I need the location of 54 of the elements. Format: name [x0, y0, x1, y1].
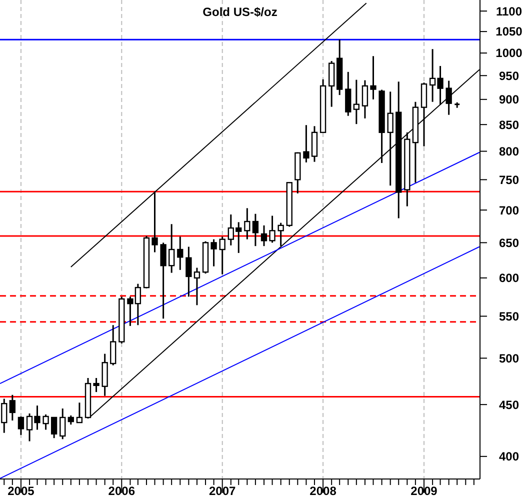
candlestick	[311, 125, 318, 163]
candlestick	[110, 324, 116, 366]
candlestick	[345, 71, 352, 117]
candlestick	[76, 402, 83, 424]
candlestick	[244, 207, 250, 240]
candlestick	[186, 246, 192, 298]
candlestick	[446, 80, 452, 116]
y-tick-label: 750	[498, 172, 520, 187]
text: Gold US-$/oz	[202, 5, 278, 19]
y-tick-label: 400	[498, 450, 520, 464]
y-tick-label: 1100	[496, 4, 522, 18]
candlestick	[328, 60, 335, 108]
candlestick	[252, 213, 259, 247]
candlestick	[370, 55, 376, 100]
candlestick	[152, 190, 158, 254]
candlestick	[93, 377, 100, 393]
candlestick	[278, 222, 284, 247]
candlestick	[9, 394, 16, 422]
candlestick	[68, 414, 74, 426]
y-tick-label: 1050	[496, 24, 523, 39]
candlestick	[420, 82, 428, 148]
y-tick-label: 650	[498, 236, 520, 250]
candlestick	[177, 236, 184, 271]
candlestick	[353, 79, 360, 125]
y-tick-label: 700	[498, 203, 520, 218]
candlestick	[60, 408, 66, 440]
candlestick	[260, 224, 268, 247]
y-tick-label: 450	[498, 398, 520, 412]
y-tick-label: 550	[498, 309, 520, 324]
y-tick-label: 600	[498, 271, 520, 286]
candlestick	[219, 236, 226, 276]
candlestick	[210, 238, 217, 268]
x-tick-label: 2007	[208, 484, 236, 498]
candlestick	[194, 267, 200, 306]
x-tick-label: 2009	[410, 484, 438, 498]
candlestick	[42, 414, 49, 430]
y-tick-label: 1000	[496, 46, 523, 60]
x-tick-label: 2005	[8, 484, 35, 498]
x-tick-label: 2008	[310, 484, 337, 498]
y-tick-label: 500	[498, 351, 520, 366]
x-tick-label: 2006	[108, 484, 136, 498]
candlestick	[168, 223, 175, 274]
candlestick	[102, 353, 108, 397]
candlestick	[50, 416, 58, 439]
candlestick	[269, 214, 276, 244]
candlestick	[362, 80, 368, 120]
candlestick	[160, 242, 166, 320]
candlestick	[303, 124, 310, 164]
candlestick	[18, 416, 24, 436]
y-tick-label: 950	[498, 68, 520, 83]
y-tick-label: 800	[498, 144, 520, 158]
candlestick	[387, 90, 394, 186]
y-tick-label: 900	[498, 92, 520, 107]
y-tick-label: 850	[498, 118, 520, 132]
